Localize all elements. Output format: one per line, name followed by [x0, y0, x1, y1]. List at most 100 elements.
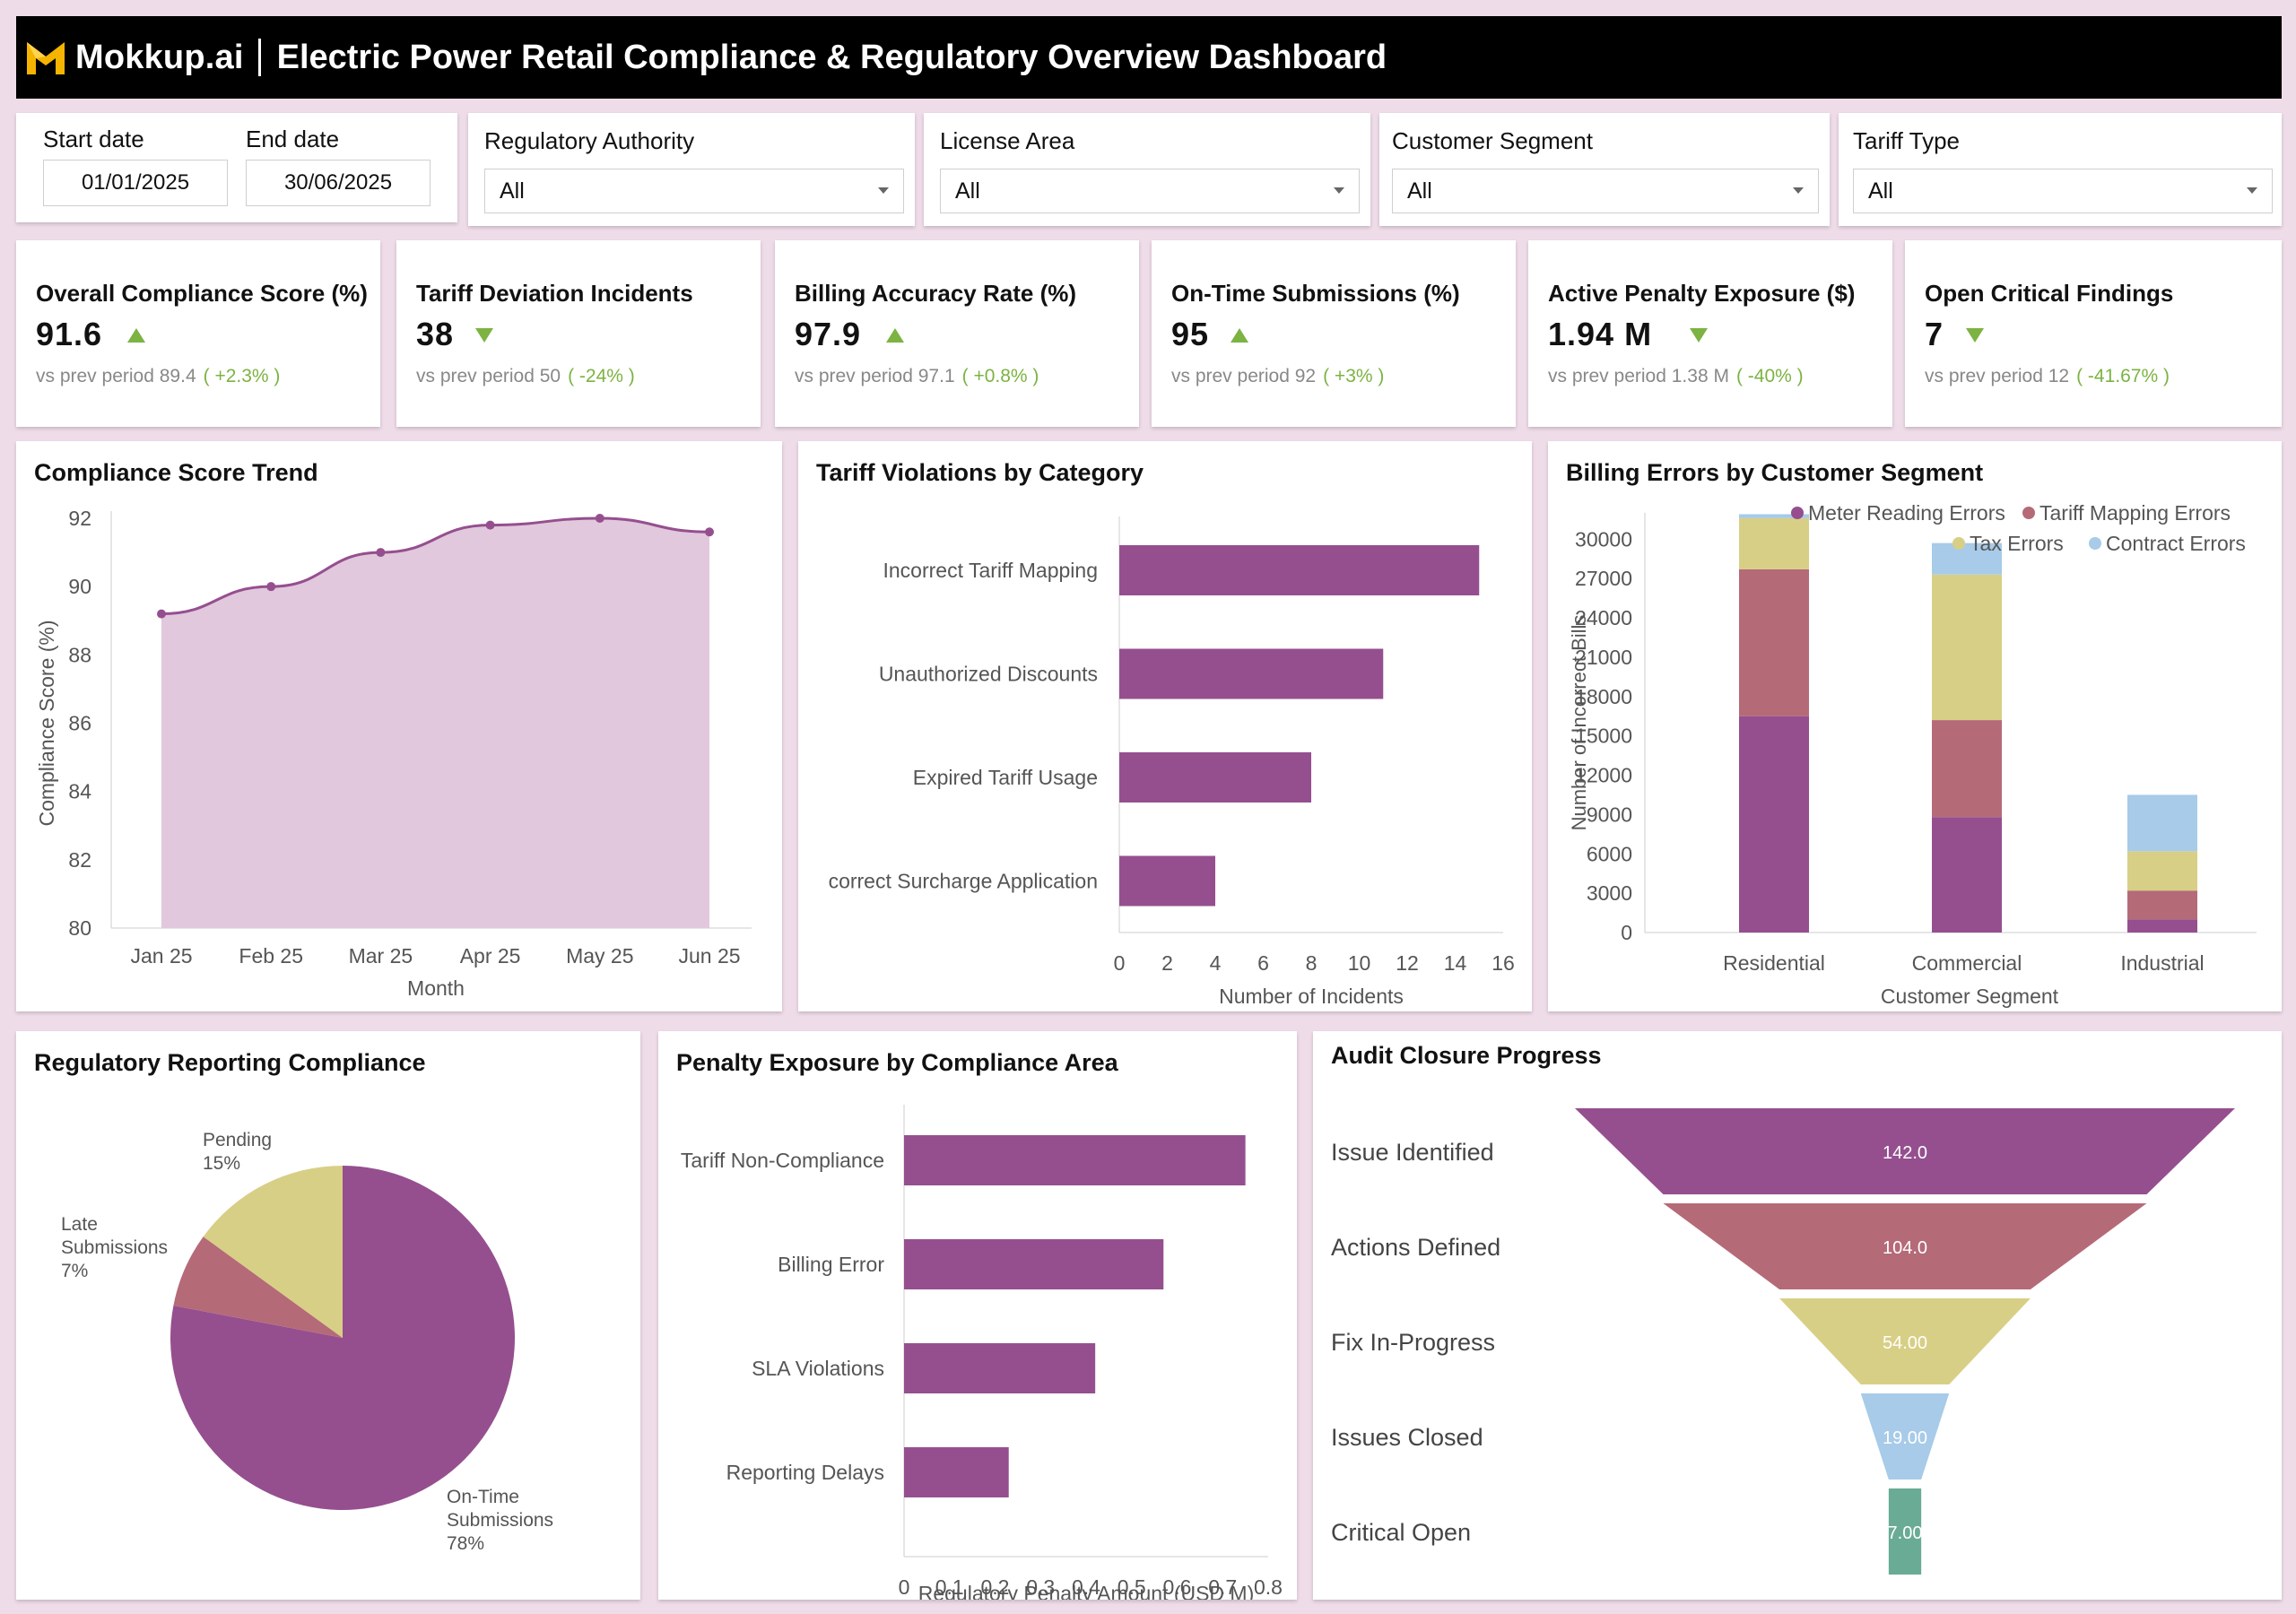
x-axis-title: Month — [407, 976, 465, 1000]
kpi-card-on-time-submissions: On-Time Submissions (%) 95 vs prev perio… — [1152, 240, 1516, 427]
kpi-comparison: vs prev period 97.1( +0.8% ) — [795, 366, 1039, 386]
y-tick-label: 18000 — [1575, 685, 1632, 708]
x-tick-label: Residential — [1723, 951, 1825, 975]
kpi-value: 1.94 M — [1548, 316, 1653, 352]
customer-segment-select[interactable]: All — [1392, 169, 1819, 213]
trend-down-icon — [1690, 328, 1708, 343]
x-tick-label: 0 — [1114, 951, 1126, 975]
kpi-title: Tariff Deviation Incidents — [416, 280, 693, 307]
regulatory-authority-label: Regulatory Authority — [484, 127, 695, 154]
stacked-bar-segment — [1932, 542, 2002, 575]
x-tick-label: 14 — [1444, 951, 1467, 975]
license-area-select[interactable]: All — [940, 169, 1360, 213]
data-point — [485, 520, 495, 530]
kpi-value: 7 — [1925, 316, 1944, 352]
funnel-stage-label: Critical Open — [1331, 1519, 1471, 1546]
category-label: Billing Error — [778, 1253, 884, 1276]
stacked-bar-segment — [1739, 568, 1809, 716]
kpi-title: Billing Accuracy Rate (%) — [795, 280, 1077, 307]
x-tick-label: 0.8 — [1254, 1575, 1283, 1599]
y-tick-label: 30000 — [1575, 527, 1632, 551]
category-label: Expired Tariff Usage — [913, 766, 1098, 789]
end-date-input[interactable]: 30/06/2025 — [246, 160, 430, 206]
x-tick-label: 0.7 — [1208, 1575, 1237, 1599]
y-tick-label: 80 — [68, 916, 91, 940]
chevron-down-icon — [1793, 187, 1804, 194]
trend-down-icon — [1966, 328, 1984, 343]
legend-marker — [1952, 537, 1965, 550]
stacked-bar-segment — [2127, 890, 2197, 920]
y-tick-label: 6000 — [1587, 842, 1632, 865]
kpi-comparison: vs prev period 12( -41.67% ) — [1925, 366, 2170, 386]
x-axis-title: Regulatory Penalty Amount (USD M) — [918, 1582, 1255, 1600]
x-tick-label: Apr 25 — [460, 944, 521, 968]
regulatory-authority-select[interactable]: All — [484, 169, 904, 213]
kpi-value: 97.9 — [795, 316, 862, 352]
data-point — [376, 548, 386, 558]
x-tick-label: 0.2 — [981, 1575, 1010, 1599]
kpi-delta: ( +2.3% ) — [203, 366, 281, 386]
start-date-input[interactable]: 01/01/2025 — [43, 160, 228, 206]
billing-errors-card: Billing Errors by Customer Segment 0 3000… — [1548, 441, 2282, 1011]
kpi-comparison: vs prev period 92( +3% ) — [1171, 366, 1385, 386]
funnel-stage-label: Issue Identified — [1331, 1139, 1494, 1166]
funnel-stage — [1888, 1488, 1922, 1575]
kpi-title: Active Penalty Exposure ($) — [1548, 280, 1856, 307]
audit-closure-chart: 142.0 Issue Identified 104.0 Actions Define… — [1331, 1108, 2235, 1575]
start-date-label: Start date — [43, 126, 144, 152]
tariff-type-value: All — [1868, 178, 1893, 204]
kpi-delta: ( -40% ) — [1735, 366, 1804, 386]
stacked-bar-segment — [1932, 574, 2002, 721]
stacked-bar-segment — [1739, 514, 1809, 518]
data-point — [157, 609, 166, 619]
x-axis-title: Number of Incidents — [1219, 985, 1404, 1008]
y-axis-title: Number of Incorrect Bills — [1568, 615, 1590, 831]
kpi-value: 91.6 — [36, 316, 103, 352]
funnel-stage — [1663, 1203, 2147, 1289]
reporting-compliance-card: Regulatory Reporting Compliance On-Time S… — [16, 1031, 640, 1600]
x-tick-label: Feb 25 — [239, 944, 303, 968]
x-axis-title: Customer Segment — [1881, 985, 2059, 1008]
chart-title: Tariff Violations by Category — [816, 459, 1144, 486]
x-tick-label: Mar 25 — [349, 944, 413, 968]
legend-marker — [1791, 507, 1804, 519]
page-title: Electric Power Retail Compliance & Regul… — [276, 38, 1387, 76]
slice-percent: 78% — [447, 1533, 484, 1554]
compliance-trend-chart: 80 82 84 86 88 90 92 Jan 25 Feb 25 Mar 25 Apr 25 Ma… — [35, 507, 752, 1000]
trend-up-icon — [886, 328, 904, 343]
area-fill — [161, 518, 709, 928]
legend-label: Tariff Mapping Errors — [2039, 501, 2231, 525]
slice-percent: 15% — [203, 1153, 240, 1174]
x-tick-label: May 25 — [566, 944, 633, 968]
y-axis-title: Compliance Score (%) — [35, 620, 58, 826]
billing-errors-chart: 0 3000 6000 9000 12000 15000 18000 21000 24000 27… — [1568, 501, 2257, 1008]
stacked-bar-segment — [1739, 716, 1809, 933]
slice-percent: 7% — [61, 1261, 88, 1281]
legend-label: Contract Errors — [2106, 532, 2246, 555]
x-tick-label: Jun 25 — [678, 944, 740, 968]
chart-title: Audit Closure Progress — [1331, 1042, 1602, 1069]
category-label: Reporting Delays — [726, 1461, 884, 1484]
x-tick-label: 0 — [899, 1575, 910, 1599]
kpi-title: On-Time Submissions (%) — [1171, 280, 1460, 307]
kpi-card-tariff-deviation: Tariff Deviation Incidents 38 vs prev pe… — [396, 240, 761, 427]
funnel-stage — [1575, 1108, 2235, 1194]
tariff-type-select[interactable]: All — [1853, 169, 2273, 213]
kpi-title: Open Critical Findings — [1925, 280, 2174, 307]
y-tick-label: 3000 — [1587, 881, 1632, 905]
bar — [1119, 855, 1215, 907]
kpi-value: 95 — [1171, 316, 1210, 352]
slice-label: On-Time Submissions — [447, 1487, 553, 1531]
x-tick-label: 8 — [1306, 951, 1318, 975]
y-tick-label: 27000 — [1575, 567, 1632, 590]
slice-label: Pending — [203, 1130, 272, 1150]
funnel-stage-label: Actions Defined — [1331, 1234, 1500, 1261]
customer-segment-filter: Customer Segment All — [1379, 113, 1830, 226]
tariff-type-filter: Tariff Type All — [1839, 113, 2282, 226]
category-label: SLA Violations — [752, 1357, 884, 1380]
stacked-bar-segment — [2127, 851, 2197, 891]
compliance-trend-card: Compliance Score Trend 80 82 84 86 88 90 92 Jan… — [16, 441, 782, 1011]
kpi-comparison: vs prev period 50( -24% ) — [416, 366, 635, 386]
trend-down-icon — [475, 328, 493, 343]
